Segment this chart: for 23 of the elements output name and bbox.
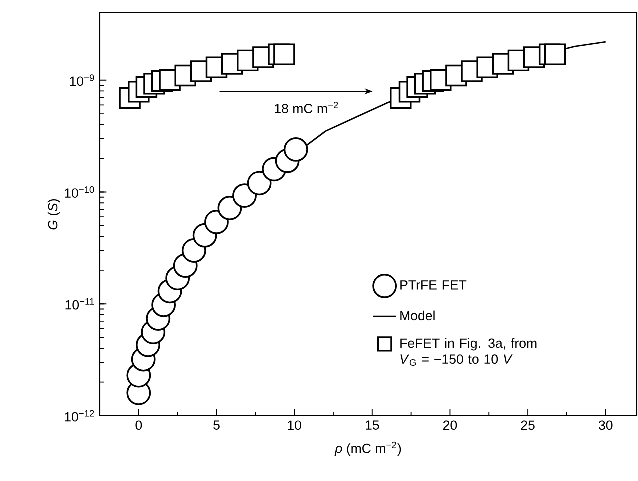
point [544, 44, 566, 66]
point [232, 184, 257, 208]
legend-label: Model [400, 310, 435, 321]
y-tick-label: 10$^{−10}$ [65, 186, 94, 198]
x-tick-label: 20 [444, 420, 458, 430]
x-tick-label: 0 [136, 420, 142, 430]
y-tick-label: 10$^{−12}$ [65, 410, 94, 422]
x-tick-label: 5 [214, 420, 220, 430]
point [284, 138, 308, 162]
y-tick-label: 10$^{−9}$ [70, 74, 94, 86]
x-tick-label: 30 [598, 420, 613, 430]
x-tick-label: 25 [521, 420, 535, 430]
point [204, 210, 229, 234]
y-axis-title: G (S) [48, 199, 60, 230]
x-axis-title: ρ (mC m$^{−2}$) [334, 442, 402, 456]
legend-label: PTrFE FET [400, 280, 467, 290]
point [274, 44, 296, 66]
point [247, 171, 272, 196]
y-tick-label: 10$^{−11}$ [66, 298, 94, 310]
x-tick-label: 15 [366, 420, 380, 430]
annotation: 18 mC m$^{−2}$ [275, 102, 338, 114]
legend-label: FeFET in Fig. 3a, from V$_{G}$ = −150 to 10 V [400, 338, 537, 366]
x-tick-label: 10 [288, 420, 302, 430]
